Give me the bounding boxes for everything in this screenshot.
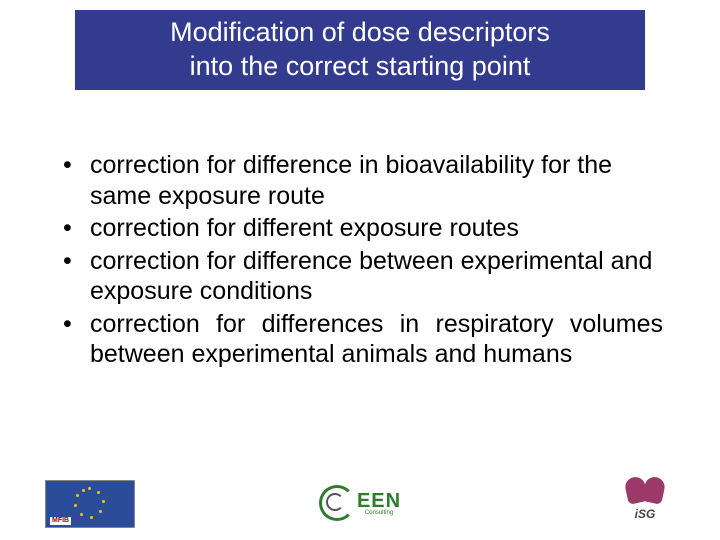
mfib-label: MFIB <box>50 517 71 525</box>
title-line-1: Modification of dose descriptors <box>170 17 550 47</box>
ceen-logo: EEN Consulting <box>300 483 420 523</box>
ceen-c-icon <box>319 485 355 521</box>
footer: MFIB EEN Consulting iSG <box>0 473 720 528</box>
bullet-item: correction for difference in bioavailabi… <box>58 150 663 211</box>
hands-icon <box>624 473 666 509</box>
bullet-item: correction for different exposure routes <box>58 213 663 244</box>
slide-title: Modification of dose descriptors into th… <box>170 16 550 84</box>
isg-logo: iSG <box>615 473 675 528</box>
isg-text: iSG <box>635 507 656 521</box>
bullet-item: correction for differences in respirator… <box>58 309 663 370</box>
ceen-text: EEN <box>357 490 401 512</box>
bullet-text: correction for difference in bioavailabi… <box>90 151 612 210</box>
bullet-list: correction for difference in bioavailabi… <box>58 150 663 372</box>
bullet-item: correction for difference between experi… <box>58 246 663 307</box>
mfib-eu-logo: MFIB <box>45 480 135 528</box>
ceen-text-block: EEN Consulting <box>357 491 401 516</box>
bullet-text: correction for different exposure routes <box>90 214 519 242</box>
title-bar: Modification of dose descriptors into th… <box>75 10 645 90</box>
bullet-text: correction for difference between experi… <box>90 247 652 306</box>
eu-stars-icon <box>72 486 108 522</box>
bullet-text: correction for differences in respirator… <box>90 310 663 369</box>
title-line-2: into the correct starting point <box>190 51 531 81</box>
